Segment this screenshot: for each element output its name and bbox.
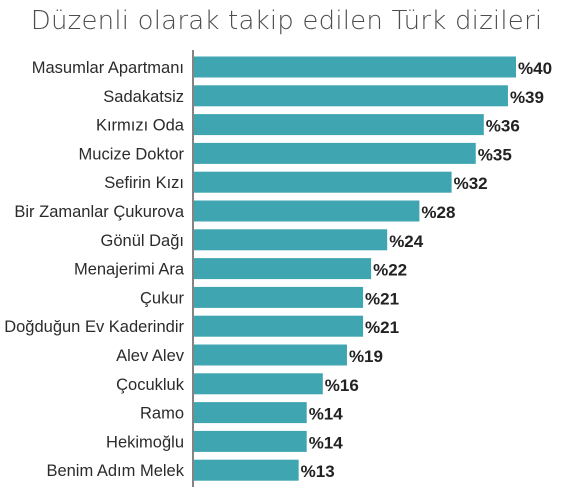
value-label: %40 bbox=[518, 59, 552, 78]
value-label: %24 bbox=[389, 232, 424, 251]
value-label: %39 bbox=[510, 88, 544, 107]
value-label: %16 bbox=[325, 376, 359, 395]
category-label: Hekimoğlu bbox=[106, 433, 184, 451]
category-label: Masumlar Apartmanı bbox=[32, 59, 184, 77]
category-label: Mucize Doktor bbox=[79, 145, 185, 163]
bar bbox=[194, 114, 484, 136]
bar bbox=[194, 56, 516, 78]
category-label: Doğduğun Ev Kaderindir bbox=[4, 318, 184, 336]
category-label: Gönül Dağı bbox=[101, 232, 184, 250]
category-label: Çocukluk bbox=[116, 376, 185, 394]
value-label: %21 bbox=[365, 289, 399, 308]
bar bbox=[194, 229, 388, 251]
value-label: %21 bbox=[365, 318, 399, 337]
bar bbox=[194, 258, 372, 280]
value-label: %14 bbox=[309, 433, 344, 452]
bar bbox=[194, 200, 420, 222]
bar bbox=[194, 373, 323, 395]
value-label: %13 bbox=[301, 462, 335, 481]
bar bbox=[194, 430, 307, 452]
bar bbox=[194, 344, 347, 366]
bars-layer: Masumlar Apartmanı %40 Sadakatsiz %39 Kırmız… bbox=[4, 56, 552, 481]
bar bbox=[194, 142, 476, 164]
value-label: %35 bbox=[478, 145, 512, 164]
category-label: Alev Alev bbox=[116, 347, 185, 365]
category-label: Bir Zamanlar Çukurova bbox=[14, 203, 184, 221]
value-label: %22 bbox=[373, 261, 407, 280]
value-label: %36 bbox=[486, 117, 520, 136]
bar bbox=[194, 85, 508, 107]
bar bbox=[194, 402, 307, 424]
bar bbox=[194, 459, 299, 481]
category-label: Menajerimi Ara bbox=[74, 261, 185, 279]
bar bbox=[194, 286, 364, 308]
value-label: %32 bbox=[454, 174, 488, 193]
category-label: Ramo bbox=[140, 405, 184, 423]
category-label: Sadakatsiz bbox=[103, 88, 184, 106]
value-label: %19 bbox=[349, 347, 383, 366]
value-label: %14 bbox=[309, 405, 344, 424]
bar bbox=[194, 315, 364, 337]
bar bbox=[194, 171, 452, 193]
chart-title: Düzenli olarak takip edilen Türk diziler… bbox=[30, 6, 543, 36]
value-label: %28 bbox=[421, 203, 455, 222]
category-label: Sefirin Kızı bbox=[104, 174, 184, 192]
category-label: Çukur bbox=[140, 289, 185, 307]
category-label: Kırmızı Oda bbox=[96, 117, 185, 135]
category-label: Benim Adım Melek bbox=[46, 462, 184, 480]
